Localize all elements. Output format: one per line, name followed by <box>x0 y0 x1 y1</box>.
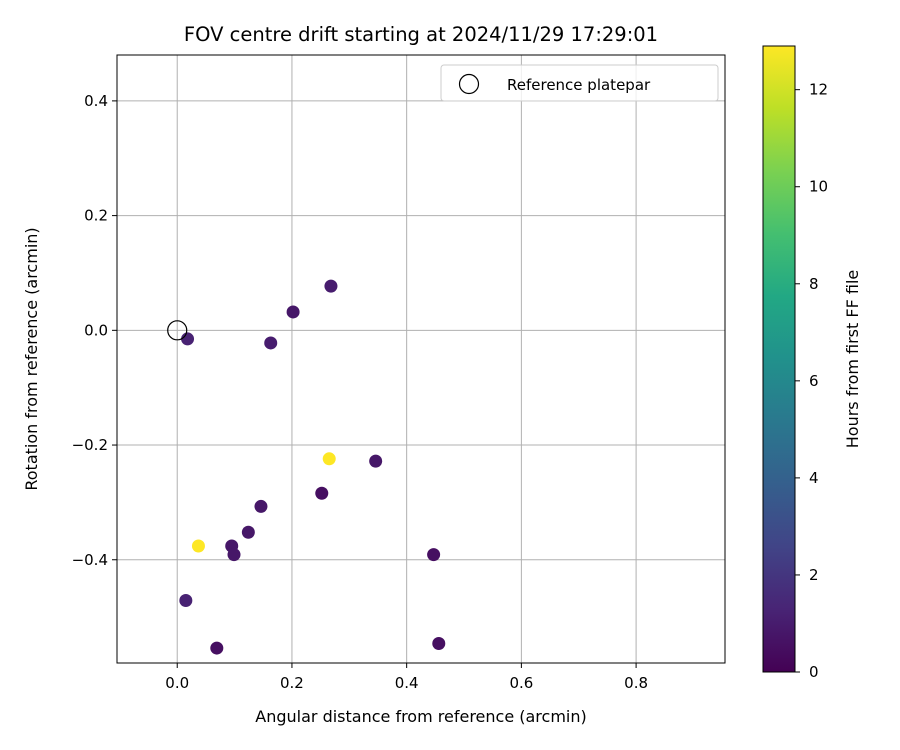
colorbar-label: Hours from first FF file <box>843 270 862 449</box>
y-tick-label: −0.2 <box>72 436 108 454</box>
y-tick-label: −0.4 <box>72 551 108 569</box>
colorbar <box>762 45 796 673</box>
data-point <box>432 636 446 650</box>
reference-platepar-marker <box>167 320 188 341</box>
data-point <box>191 539 205 553</box>
data-point <box>254 499 268 513</box>
colorbar-tick-label: 10 <box>809 178 828 196</box>
chart-title: FOV centre drift starting at 2024/11/29 … <box>184 23 658 46</box>
data-point <box>322 452 336 466</box>
data-point <box>181 332 195 346</box>
x-axis-ticks: 0.0 0.2 0.4 0.6 0.8 <box>165 663 648 692</box>
data-point <box>369 454 383 468</box>
legend-marker-circle <box>458 73 480 95</box>
colorbar-tick-label: 12 <box>809 81 828 99</box>
data-point <box>315 486 329 500</box>
colorbar-tick-label: 6 <box>809 372 819 390</box>
colorbar-tick-label: 4 <box>809 469 819 487</box>
legend-entry-reference: Reference platepar <box>507 76 651 94</box>
data-point <box>286 305 300 319</box>
data-point <box>264 336 278 350</box>
colorbar-tick-label: 2 <box>809 566 819 584</box>
x-tick-label: 0.8 <box>624 674 648 692</box>
x-tick-label: 0.2 <box>280 674 304 692</box>
x-axis-label: Angular distance from reference (arcmin) <box>255 707 586 726</box>
y-axis-label: Rotation from reference (arcmin) <box>22 227 41 490</box>
x-tick-label: 0.4 <box>395 674 419 692</box>
y-axis-ticks: 0.4 0.2 0.0 −0.2 −0.4 <box>72 92 117 569</box>
y-tick-label: 0.4 <box>84 92 108 110</box>
grid-lines <box>117 55 725 663</box>
y-tick-label: 0.0 <box>84 321 108 339</box>
data-point <box>427 548 441 562</box>
colorbar-tick-label: 0 <box>809 663 819 681</box>
data-points <box>179 279 446 655</box>
colorbar-tick-label: 8 <box>809 275 819 293</box>
legend-box <box>440 64 719 102</box>
colorbar-ticks: 0 2 4 6 8 10 12 <box>795 81 828 681</box>
x-tick-label: 0.0 <box>165 674 189 692</box>
x-tick-label: 0.6 <box>509 674 533 692</box>
y-tick-label: 0.2 <box>84 207 108 225</box>
data-point <box>179 593 193 607</box>
plot-frame <box>116 54 726 664</box>
data-point <box>241 525 255 539</box>
data-point <box>227 548 241 562</box>
data-point <box>324 279 338 293</box>
legend: Reference platepar <box>440 64 719 102</box>
data-point <box>210 641 224 655</box>
